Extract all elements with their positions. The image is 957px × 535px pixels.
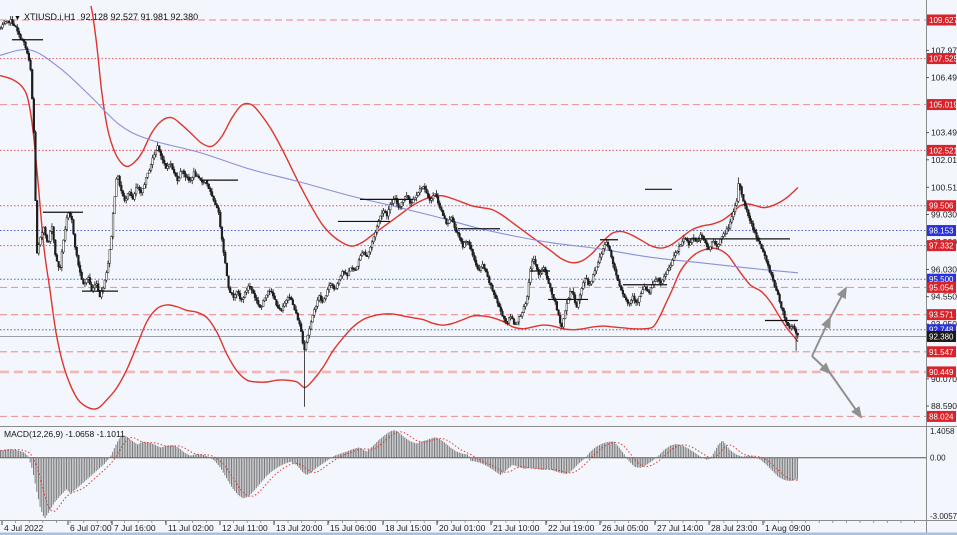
time-axis-label: 13 Jul 20:00 [276,523,323,533]
time-axis-label: 20 Jul 01:00 [439,523,486,533]
price-badge-label: 90.449 [929,368,954,377]
time-axis-label: 11 Jul 02:00 [168,523,214,533]
price-axis-label: 94.550 [931,292,957,302]
price-badge [927,273,956,285]
price-badge-label: 88.024 [929,412,954,421]
price-badge [927,99,956,111]
projection-arrows[interactable] [811,286,863,419]
price-axis-label: 107.970 [931,45,957,55]
time-axis-label: 15 Jul 06:00 [330,523,377,533]
price-badge [927,225,956,237]
time-axis-label: 6 Jul 07:00 [70,523,112,533]
price-badge-label: 109.627 [929,16,957,25]
price-axis-label: 106.490 [931,73,957,83]
time-axis-label: 1 Aug 09:00 [765,523,811,533]
price-badge [927,144,956,156]
price-badge [927,330,956,342]
price-badge [927,240,956,252]
price-axis-label: 103.490 [931,128,957,138]
price-badge [927,200,956,212]
price-badge [927,410,956,422]
price-badge-label: 97.332 [929,242,954,251]
time-axis-label: 28 Jul 23:00 [711,523,758,533]
time-axis[interactable]: 4 Jul 2022 6 Jul 07:00 7 Jul 16:00 11 Jul 0… [1,521,915,533]
price-badge [927,366,956,378]
symbol-dropdown-icon[interactable]: ▼ [14,15,21,22]
moving-average-line [0,48,799,274]
down-projection-arrow [811,355,832,375]
price-axis-label: 102.010 [931,155,957,165]
macd-panel [0,430,926,519]
price-axis-label: 100.510 [931,182,957,192]
down-projection-arrow [829,372,863,419]
time-axis-label: 4 Jul 2022 [4,523,43,533]
price-axis-label: 88.590 [931,401,957,411]
up-projection-arrow [811,316,831,357]
time-axis-label: 26 Jul 05:00 [602,523,649,533]
price-badge-label: 95.054 [929,283,954,292]
price-axis-label: 96.030 [931,265,957,275]
price-axis[interactable]: 107.970 106.490 103.490 102.010 100.510 99.03… [926,14,957,422]
price-badge [927,281,956,293]
chart-title: ▼ XTIUSD.i,H1 92.128 92.527 91.981 92.380 [4,2,198,32]
price-badge-label: 105.019 [929,101,957,110]
up-projection-arrow [829,286,847,319]
svg-text:0.00: 0.00 [930,454,946,463]
price-badge-label: 92.748 [929,326,954,335]
price-badge-label: 95.500 [929,275,954,284]
price-badge-label: 92.380 [929,332,954,341]
price-axis-label: 99.030 [931,209,957,219]
price-badge [927,53,956,65]
price-badge [927,14,956,26]
price-badge-label: 102.521 [929,146,957,155]
price-badge-label: 93.571 [929,311,954,320]
indicator-lines [0,6,799,410]
time-axis-label: 12 Jul 11:00 [222,523,268,533]
time-axis-label: 27 Jul 14:00 [657,523,704,533]
time-axis-label: 7 Jul 16:00 [114,523,156,533]
time-axis-label: 21 Jul 10:00 [493,523,540,533]
support-resistance-segments [12,39,798,322]
price-badge [927,309,956,321]
price-badge-label: 98.153 [929,227,954,236]
macd-axis[interactable]: 1.4058 0.00 -3.0057 [930,427,957,521]
bollinger-lower-band [0,74,799,410]
price-badge-label: 99.506 [929,202,954,211]
symbol-ohlc-text: XTIUSD.i,H1 92.128 92.527 91.981 92.380 [23,12,199,22]
svg-text:1.4058: 1.4058 [930,427,955,436]
price-badge-label: 107.525 [929,55,957,64]
window-bottom-strip [0,532,957,535]
price-badge-label: 91.547 [929,348,954,357]
time-axis-label: 22 Jul 19:00 [548,523,595,533]
bollinger-upper-band [90,6,799,264]
price-badge [927,324,956,336]
macd-indicator-label: MACD(12,26,9) -1.0658 -1.1011 [4,429,125,439]
time-axis-label: 18 Jul 15:00 [385,523,432,533]
price-axis-label: 93.050 [931,319,957,329]
price-axis-label: 90.070 [931,374,957,384]
svg-text:-3.0057: -3.0057 [930,512,957,521]
candlesticks [0,15,799,407]
price-badge [927,346,956,358]
